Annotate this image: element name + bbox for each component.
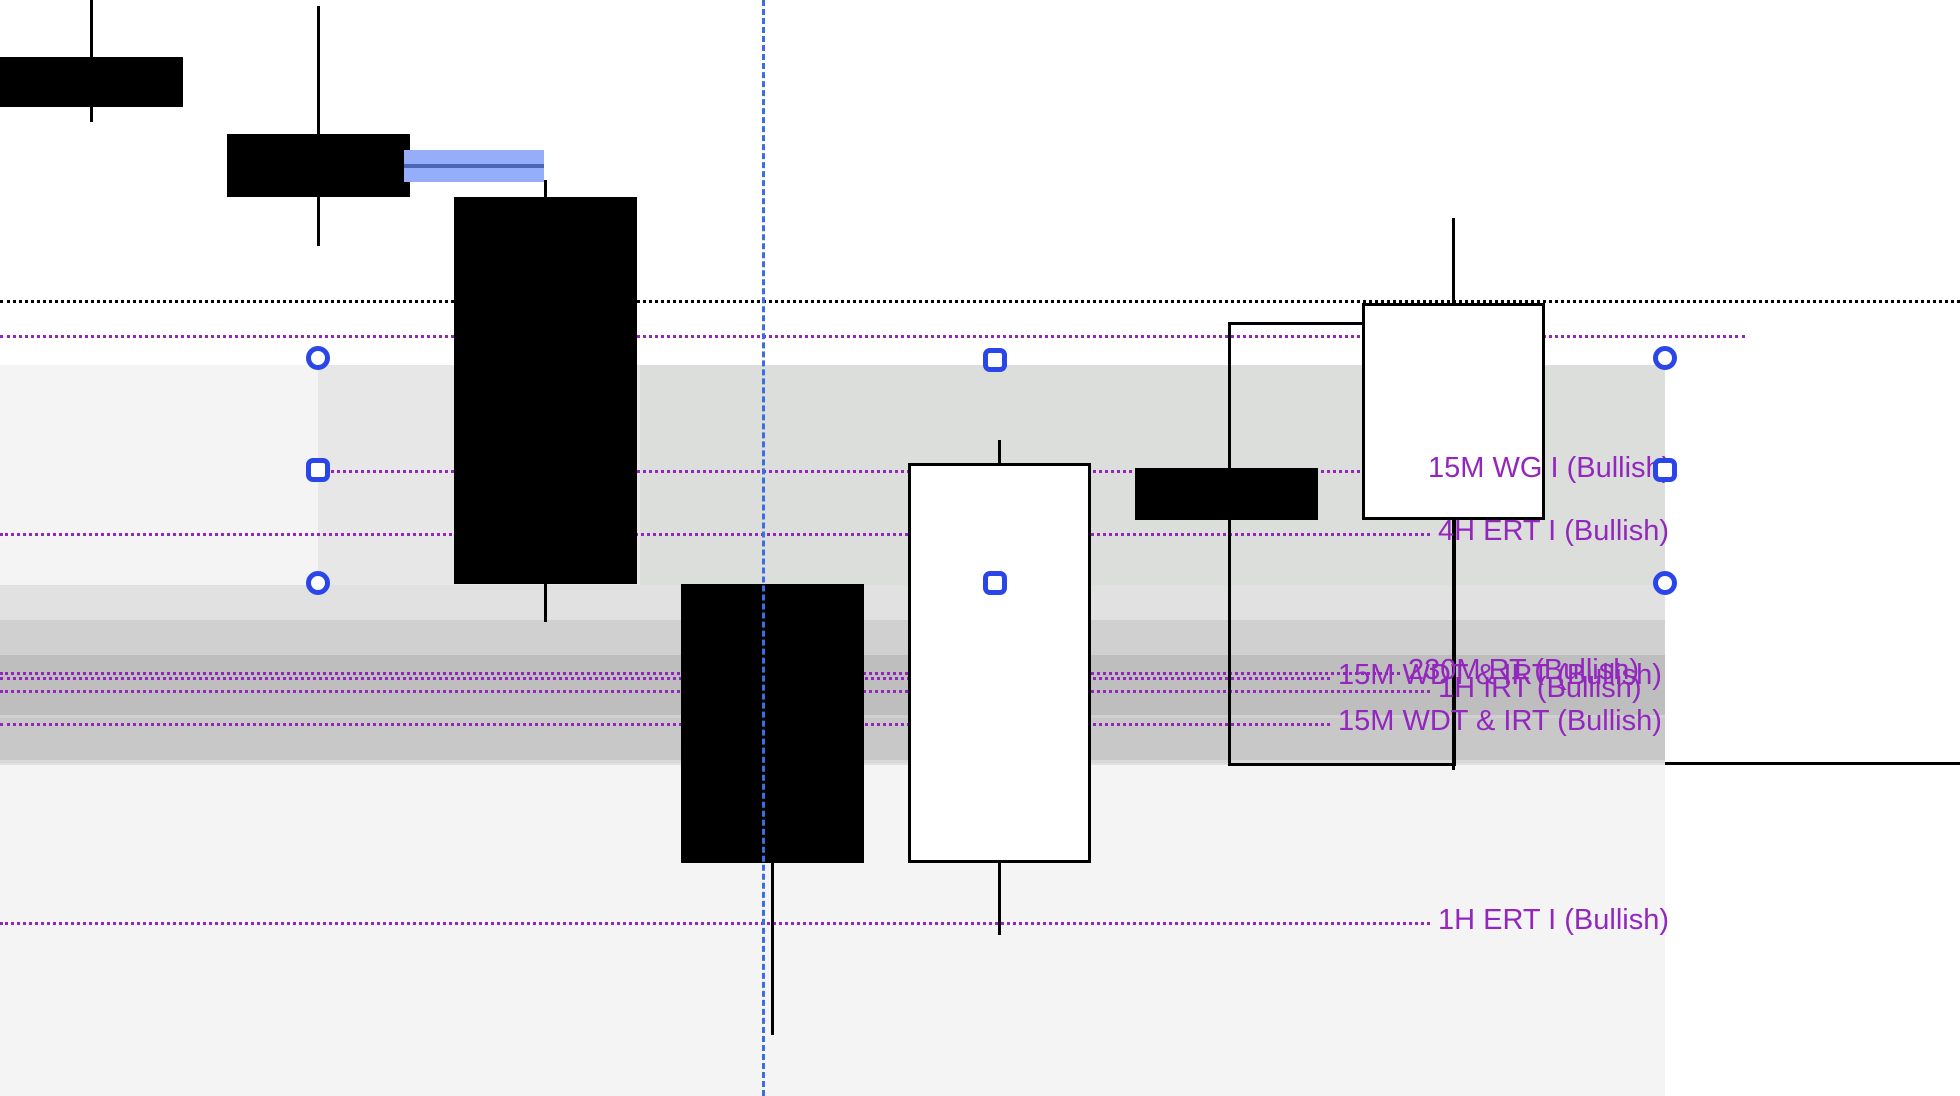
candle-body-1[interactable]	[227, 134, 410, 197]
candle-body-4[interactable]	[908, 463, 1091, 863]
candle-body-6[interactable]	[1362, 303, 1545, 520]
level-line-15m-wg-i[interactable]	[318, 470, 1420, 473]
level-line-1h-ert-i[interactable]	[0, 922, 1430, 925]
level-label-1h-irt: 1H IRT (Bullish)	[1438, 672, 1642, 704]
level-line-4h-ert-i[interactable]	[0, 533, 1430, 536]
level-label-230m-rt: 230M RT (Bullish)	[1408, 654, 1640, 686]
level-line-black-top[interactable]	[0, 300, 1960, 303]
level-label-1h-ert-i: 1H ERT I (Bullish)	[1438, 904, 1669, 936]
level-label-15m-wdt-irt-a: 15M WDT & IRT (Bullish)	[1338, 659, 1662, 691]
level-label-15m-wg-i: 15M WG I (Bullish)	[1428, 452, 1672, 484]
selection-handle-square-2[interactable]	[306, 458, 330, 482]
candle-wick-1	[317, 6, 320, 246]
selection-handle-circle-7[interactable]	[1653, 571, 1677, 595]
selection-handle-circle-0[interactable]	[306, 346, 330, 370]
level-label-4h-ert-i: 4H ERT I (Bullish)	[1438, 515, 1669, 547]
right-extension-line	[1665, 762, 1960, 765]
level-line-purple-top[interactable]	[0, 335, 1745, 338]
candle-body-5[interactable]	[1135, 468, 1318, 520]
measure-band-line	[404, 164, 544, 168]
level-line-15m-wdt-irt-a[interactable]	[0, 677, 1330, 680]
selection-handle-circle-1[interactable]	[1653, 346, 1677, 370]
selection-handle-circle-6[interactable]	[306, 571, 330, 595]
selection-handle-square-3[interactable]	[983, 348, 1007, 372]
candle-body-0[interactable]	[0, 57, 183, 107]
level-label-15m-wdt-irt-b: 15M WDT & IRT (Bullish)	[1338, 705, 1662, 737]
selection-handle-square-5[interactable]	[983, 571, 1007, 595]
crosshair-vertical[interactable]	[762, 0, 765, 1096]
candle-body-2[interactable]	[454, 197, 637, 584]
selection-handle-square-4[interactable]	[1653, 458, 1677, 482]
level-line-15m-wdt-irt-b[interactable]	[0, 723, 1330, 726]
candle-body-3[interactable]	[681, 584, 864, 863]
